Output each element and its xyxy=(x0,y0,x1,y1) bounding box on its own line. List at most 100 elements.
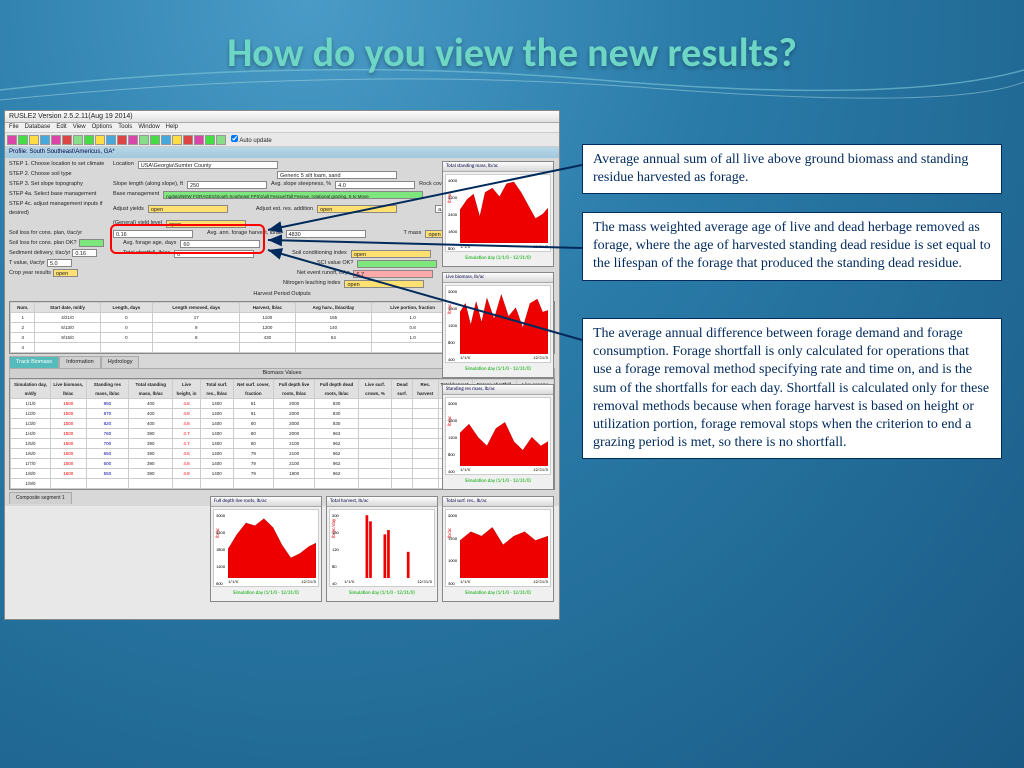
tmass-label: T mass xyxy=(404,229,422,238)
chart-body: lb/ac 200016001200800400 1/1/012/31/0 xyxy=(445,285,551,363)
slope-len-field[interactable]: 250 xyxy=(187,181,267,189)
col-header: Total standing mass, lb/ac xyxy=(129,380,173,399)
soil-cond-label: Soil conditioning index xyxy=(292,249,347,258)
toolbar-icon[interactable] xyxy=(29,135,39,145)
chart-title: Total surf. res., lb/ac xyxy=(443,497,553,507)
toolbar-icon[interactable] xyxy=(183,135,193,145)
menu-edit[interactable]: Edit xyxy=(56,124,66,131)
menu-options[interactable]: Options xyxy=(92,124,113,131)
toolbar-icon[interactable] xyxy=(40,135,50,145)
toolbar-icon[interactable] xyxy=(117,135,127,145)
col-header: Res. harvest xyxy=(412,380,438,399)
avg-steep-label: Avg. slope steepness, % xyxy=(271,180,331,189)
col-header: Live height, in xyxy=(173,380,200,399)
chart-caption: Simulation day (1/1/0 - 12/31/0) xyxy=(443,477,553,484)
shortfall-label: Total shortfall, lb/ac xyxy=(123,249,170,258)
tab-hydrology[interactable]: Hydrology xyxy=(101,356,140,368)
forage-harvest-field: 4830 xyxy=(286,230,366,238)
toolbar-icon[interactable] xyxy=(106,135,116,145)
chart-title: Full depth live roots, lb/ac xyxy=(211,497,321,507)
slope-len-label: Slope length (along slope), ft xyxy=(113,180,183,189)
toolbar-icon[interactable] xyxy=(161,135,171,145)
adjust-res-field[interactable]: open xyxy=(317,205,397,213)
soil-loss-ok-label: Soil loss for cons. plan OK? xyxy=(9,239,77,248)
nitrogen-field[interactable]: open xyxy=(344,280,424,288)
callout-2: The mass weighted average age of live an… xyxy=(582,212,1002,281)
step3-label: STEP 3. Set slope topography xyxy=(9,180,109,189)
forage-age-field: 60 xyxy=(180,240,260,248)
auto-update-check[interactable] xyxy=(231,135,238,142)
net-runoff-label: Net event runoff, in/yr xyxy=(297,269,349,278)
toolbar-icon[interactable] xyxy=(150,135,160,145)
toolbar-icon[interactable] xyxy=(51,135,61,145)
chart-xaxis: 1/1/012/31/0 xyxy=(228,580,316,585)
location-label: Location xyxy=(113,160,134,169)
chart-panel[interactable]: Full depth live roots, lb/ac lb/ac 30002… xyxy=(210,496,322,602)
base-mgmt-field[interactable]: ngdata\NEW FORAGES\South Southeast FPS\1… xyxy=(163,191,423,199)
toolbar-icon[interactable] xyxy=(139,135,149,145)
col-header: Length removed, days xyxy=(153,303,240,313)
step4c-label: STEP 4c. adjust management inputs if des… xyxy=(9,200,109,218)
step2-label: STEP 2. Choose soil type xyxy=(9,170,109,179)
menu-tools[interactable]: Tools xyxy=(118,124,132,131)
chart-body: lb/ac 4000320024001600800 1/1/012/31/0 xyxy=(445,174,551,252)
step4a-label: STEP 4a. Select base management xyxy=(9,190,109,199)
menu-view[interactable]: View xyxy=(73,124,86,131)
auto-update-label: Auto update xyxy=(239,138,271,144)
t-value-label: T value, t/ac/yr xyxy=(9,259,45,268)
chart-caption: Simulation day (1/1/0 - 12/31/0) xyxy=(443,365,553,372)
col-header: Simulation day, m/d/y xyxy=(11,380,51,399)
toolbar-icon[interactable] xyxy=(194,135,204,145)
toolbar-icon[interactable] xyxy=(18,135,28,145)
toolbar-icon[interactable] xyxy=(205,135,215,145)
soil-loss-ok-field xyxy=(79,239,104,247)
location-field[interactable]: USA\Georgia\Sumter County xyxy=(138,161,278,169)
toolbar-icon[interactable] xyxy=(7,135,17,145)
sed-delivery-label: Sediment delivery, t/ac/yr xyxy=(9,249,70,258)
col-header: Start date, m/d/y xyxy=(35,303,100,313)
tab-information[interactable]: Information xyxy=(59,356,101,368)
col-header: Num. xyxy=(11,303,35,313)
chart-body: lb/ac 200015001000500 1/1/012/31/0 xyxy=(445,509,551,587)
toolbar-icon[interactable] xyxy=(73,135,83,145)
net-runoff-field: 6.7 xyxy=(353,270,433,278)
toolbar-icon[interactable] xyxy=(84,135,94,145)
gen-yield-field[interactable]: open xyxy=(166,220,246,228)
toolbar-icon[interactable] xyxy=(95,135,105,145)
chart-panel[interactable]: Total surf. res., lb/ac lb/ac 2000150010… xyxy=(442,496,554,602)
chart-body: lb/ac 200016001200800400 1/1/012/31/0 xyxy=(445,397,551,475)
chart-panel[interactable]: Live biomass, lb/ac lb/ac 20001600120080… xyxy=(442,272,554,378)
composite-tab[interactable]: Composite segment 1 xyxy=(9,492,72,504)
menu-help[interactable]: Help xyxy=(166,124,178,131)
chart-xaxis: 1/1/012/31/0 xyxy=(460,356,548,361)
soil-field[interactable]: Generic 5 silt loam, sand xyxy=(277,171,397,179)
menu-database[interactable]: Database xyxy=(25,124,51,131)
crop-year-field[interactable]: open xyxy=(53,269,78,277)
chart-panel[interactable]: Standing res mass, lb/ac lb/ac 200016001… xyxy=(442,384,554,490)
adjust-yields-field[interactable]: open xyxy=(148,205,228,213)
chart-caption: Simulation day (1/1/0 - 12/31/0) xyxy=(211,589,321,596)
avg-steep-field[interactable]: 4.0 xyxy=(335,181,415,189)
callout-3: The average annual difference between fo… xyxy=(582,318,1002,459)
col-header: Dead surf. xyxy=(392,380,413,399)
menu-file[interactable]: File xyxy=(9,124,19,131)
shortfall-field: 0 xyxy=(174,250,254,258)
col-header: Live surf. crown, % xyxy=(358,380,392,399)
step1-label: STEP 1. Choose location to set climate xyxy=(9,160,109,169)
slide-title: How do you view the new results? xyxy=(0,0,1024,77)
tab-track-biomass[interactable]: Track Biomass xyxy=(9,356,59,368)
gen-yield-label: (General) yield level xyxy=(113,219,162,228)
toolbar-icon[interactable] xyxy=(128,135,138,145)
chart-panel[interactable]: Total standing mass, lb/ac lb/ac 4000320… xyxy=(442,161,554,267)
chart-panel[interactable]: Total harvest, lb/ac lb/ac/day 200160120… xyxy=(326,496,438,602)
menu-bar[interactable]: File Database Edit View Options Tools Wi… xyxy=(5,123,559,133)
toolbar-icon[interactable] xyxy=(62,135,72,145)
soil-cond-field[interactable]: open xyxy=(351,250,431,258)
toolbar: Auto update xyxy=(5,133,559,147)
chart-title: Standing res mass, lb/ac xyxy=(443,385,553,395)
col-header: Standing res mass, lb/ac xyxy=(86,380,129,399)
chart-title: Total standing mass, lb/ac xyxy=(443,162,553,172)
toolbar-icon[interactable] xyxy=(172,135,182,145)
toolbar-icon[interactable] xyxy=(216,135,226,145)
menu-window[interactable]: Window xyxy=(138,124,159,131)
